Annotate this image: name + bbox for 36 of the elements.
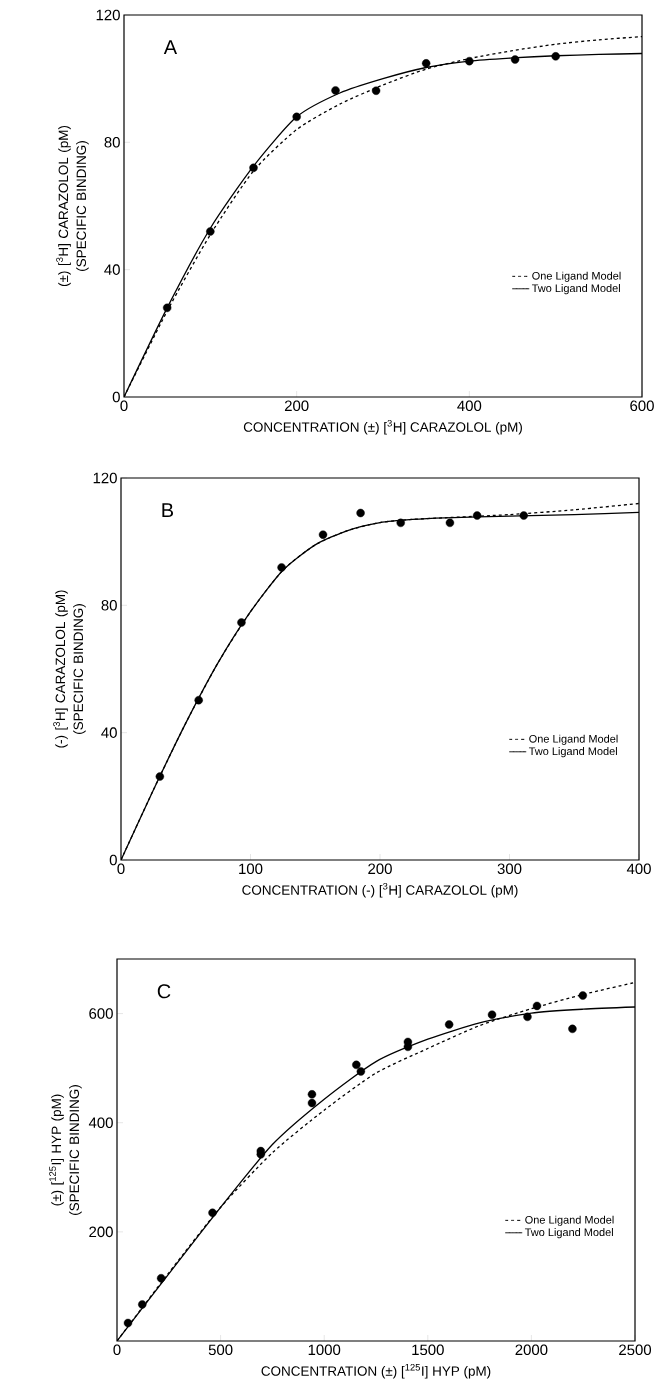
x-tick-label: 200 xyxy=(368,863,392,875)
y-tick-label: 600 xyxy=(89,1008,113,1019)
x-tick-label: 2500 xyxy=(619,1344,652,1356)
x-axis-title: CONCENTRATION (±) [$^{125}$I] HYP (pM) xyxy=(261,1363,491,1379)
y-tick-label: 0 xyxy=(112,391,120,403)
y-tick-label: 80 xyxy=(101,600,117,611)
y-tick-label: 40 xyxy=(101,727,117,738)
text: A xyxy=(163,40,178,55)
legend-label: Two Ligand Model xyxy=(528,747,617,758)
y-tick-label: 40 xyxy=(104,264,120,275)
legend-label: Two Ligand Model xyxy=(524,1228,613,1239)
text: C xyxy=(157,984,171,999)
x-tick-label: 400 xyxy=(457,400,482,412)
x-axis-title: CONCENTRATION (-) [$^{3}$H] CARAZOLOL (pM) xyxy=(242,882,518,898)
y-tick-label: 400 xyxy=(88,1117,113,1128)
x-tick-label: 0 xyxy=(120,400,128,412)
legend-label: Two Ligand Model xyxy=(531,284,620,295)
text: B xyxy=(162,503,174,518)
x-tick-label: 300 xyxy=(497,863,522,875)
y-tick-label: 80 xyxy=(104,137,120,148)
x-tick-label: 1000 xyxy=(308,1344,341,1356)
x-tick-label: 2000 xyxy=(515,1344,548,1356)
y-tick-label: 120 xyxy=(93,472,117,484)
legend-label: One Ligand Model xyxy=(525,1215,614,1226)
y-tick-label: 0 xyxy=(109,854,117,866)
x-tick-label: 100 xyxy=(239,863,263,875)
y-tick-label: 200 xyxy=(89,1226,113,1238)
x-tick-label: 500 xyxy=(208,1344,233,1356)
legend-label: One Ligand Model xyxy=(532,271,621,282)
x-tick-label: 1500 xyxy=(412,1344,444,1356)
legend-label: One Ligand Model xyxy=(529,734,618,745)
x-tick-label: 200 xyxy=(284,400,309,412)
x-tick-label: 600 xyxy=(630,400,654,412)
x-tick-label: 400 xyxy=(626,863,651,875)
x-axis-title: CONCENTRATION (±) [$^{3}$H] CARAZOLOL (pM) xyxy=(243,419,522,435)
y-tick-label: 120 xyxy=(96,9,120,21)
